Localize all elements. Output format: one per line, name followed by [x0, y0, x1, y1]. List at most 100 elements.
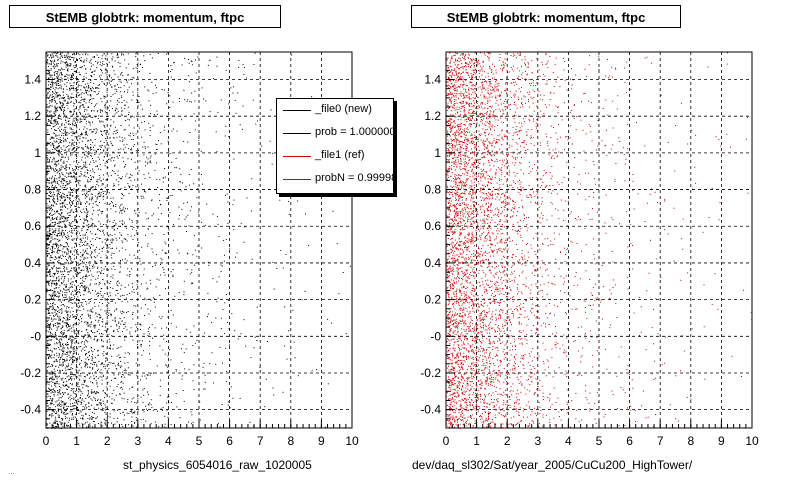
scatter-point — [128, 124, 130, 126]
scatter-point — [83, 223, 85, 224]
scatter-point — [51, 283, 53, 285]
scatter-point — [56, 83, 58, 85]
scatter-point — [136, 344, 138, 345]
scatter-point — [92, 244, 94, 246]
scatter-point — [97, 214, 99, 216]
scatter-point — [72, 144, 74, 146]
scatter-point — [86, 147, 88, 149]
scatter-point — [98, 88, 100, 89]
scatter-point — [84, 98, 86, 100]
scatter-point — [68, 133, 70, 134]
scatter-point — [57, 171, 59, 173]
scatter-point — [46, 424, 48, 426]
scatter-point — [159, 179, 161, 181]
scatter-point — [127, 208, 128, 210]
scatter-point — [77, 273, 79, 275]
scatter-point — [72, 358, 73, 360]
scatter-point — [95, 393, 97, 395]
scatter-point — [101, 55, 103, 57]
scatter-point — [72, 392, 74, 394]
scatter-point — [59, 81, 61, 83]
scatter-point — [156, 87, 158, 89]
scatter-point — [60, 142, 62, 144]
scatter-point — [220, 328, 222, 329]
scatter-point — [57, 376, 59, 378]
scatter-point — [119, 412, 121, 414]
scatter-point — [73, 405, 75, 407]
scatter-point — [90, 59, 92, 61]
scatter-point — [78, 302, 80, 304]
scatter-point — [82, 279, 84, 281]
scatter-point — [71, 410, 73, 412]
scatter-point — [63, 330, 65, 331]
scatter-point — [96, 340, 98, 342]
scatter-point — [92, 382, 94, 384]
scatter-point — [102, 63, 103, 65]
scatter-point — [140, 307, 142, 309]
scatter-point — [143, 154, 145, 156]
scatter-point — [139, 295, 141, 297]
scatter-point — [136, 419, 137, 421]
scatter-point — [80, 238, 82, 240]
scatter-point — [120, 125, 122, 126]
scatter-point — [113, 410, 115, 412]
scatter-point — [239, 124, 241, 126]
scatter-point — [91, 148, 93, 150]
scatter-point — [72, 360, 74, 362]
scatter-point — [150, 399, 152, 401]
scatter-point — [72, 388, 74, 390]
scatter-point — [149, 161, 151, 163]
scatter-point — [87, 390, 89, 391]
scatter-point — [123, 376, 125, 378]
scatter-point — [56, 282, 57, 284]
scatter-point — [196, 255, 198, 257]
scatter-point — [96, 131, 98, 133]
scatter-point — [52, 246, 54, 248]
scatter-point — [114, 225, 116, 226]
scatter-point — [85, 346, 87, 348]
scatter-point — [69, 172, 71, 174]
scatter-point — [117, 100, 118, 102]
scatter-point — [84, 413, 86, 415]
scatter-point — [69, 193, 71, 195]
scatter-point — [92, 426, 94, 428]
scatter-point — [49, 195, 51, 197]
scatter-point — [60, 338, 62, 340]
scatter-point — [66, 351, 67, 353]
scatter-point — [64, 422, 66, 424]
scatter-point — [85, 166, 87, 168]
scatter-point — [147, 394, 149, 396]
scatter-point — [52, 398, 54, 400]
scatter-point — [66, 69, 68, 71]
scatter-point — [93, 146, 94, 148]
scatter-point — [64, 276, 66, 278]
scatter-point — [91, 71, 93, 73]
scatter-point — [81, 147, 83, 149]
scatter-point — [59, 353, 60, 355]
scatter-point — [49, 388, 51, 390]
scatter-point — [53, 170, 55, 172]
scatter-point — [85, 130, 87, 132]
scatter-point — [56, 342, 58, 344]
scatter-point — [147, 243, 149, 245]
scatter-point — [109, 154, 111, 156]
scatter-point — [74, 62, 76, 63]
scatter-point — [53, 126, 55, 128]
scatter-point — [58, 194, 60, 195]
scatter-point — [65, 384, 67, 386]
scatter-point — [76, 195, 77, 196]
scatter-point — [65, 120, 67, 122]
scatter-point — [116, 112, 118, 114]
scatter-point — [59, 245, 61, 247]
scatter-point — [57, 235, 58, 237]
scatter-point — [55, 386, 57, 388]
scatter-point — [166, 200, 168, 201]
scatter-point — [66, 64, 68, 66]
scatter-point — [72, 359, 74, 361]
scatter-point — [173, 224, 175, 226]
scatter-point — [72, 132, 74, 134]
scatter-point — [94, 390, 95, 392]
scatter-point — [115, 290, 117, 292]
scatter-point — [115, 427, 117, 429]
scatter-point — [191, 61, 193, 63]
